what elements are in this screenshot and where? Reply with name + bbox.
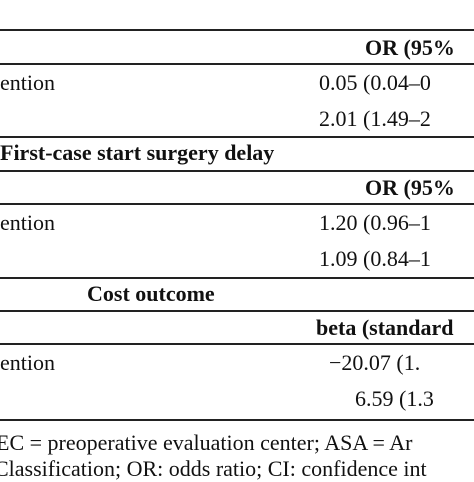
rule [0, 136, 474, 138]
cell: 1.09 (0.84–1 [319, 246, 431, 271]
rule [0, 310, 474, 312]
cell: −20.07 (1. [329, 350, 421, 375]
rule [0, 29, 474, 31]
footnote: EC = preoperative evaluation center; ASA… [0, 430, 413, 455]
section-title: First-case start surgery delay [0, 140, 275, 165]
cell: 0.05 (0.04–0 [319, 70, 431, 95]
section-title: Cost outcome [87, 281, 215, 306]
row-label: ention [0, 350, 55, 375]
rule [0, 63, 474, 65]
column-header: OR (95% [365, 175, 455, 200]
rule [0, 277, 474, 279]
row-label: ention [0, 210, 55, 235]
rule [0, 343, 474, 345]
footnote: Classification; OR: odds ratio; CI: conf… [0, 456, 427, 481]
cell: 2.01 (1.49–2 [319, 106, 431, 131]
row-label: ention [0, 70, 55, 95]
rule [0, 170, 474, 172]
cell: 1.20 (0.96–1 [319, 210, 431, 235]
column-header: beta (standard [316, 315, 454, 340]
rule [0, 203, 474, 205]
column-header: OR (95% [365, 35, 455, 60]
rule [0, 419, 474, 421]
cell: 6.59 (1.3 [355, 386, 434, 411]
